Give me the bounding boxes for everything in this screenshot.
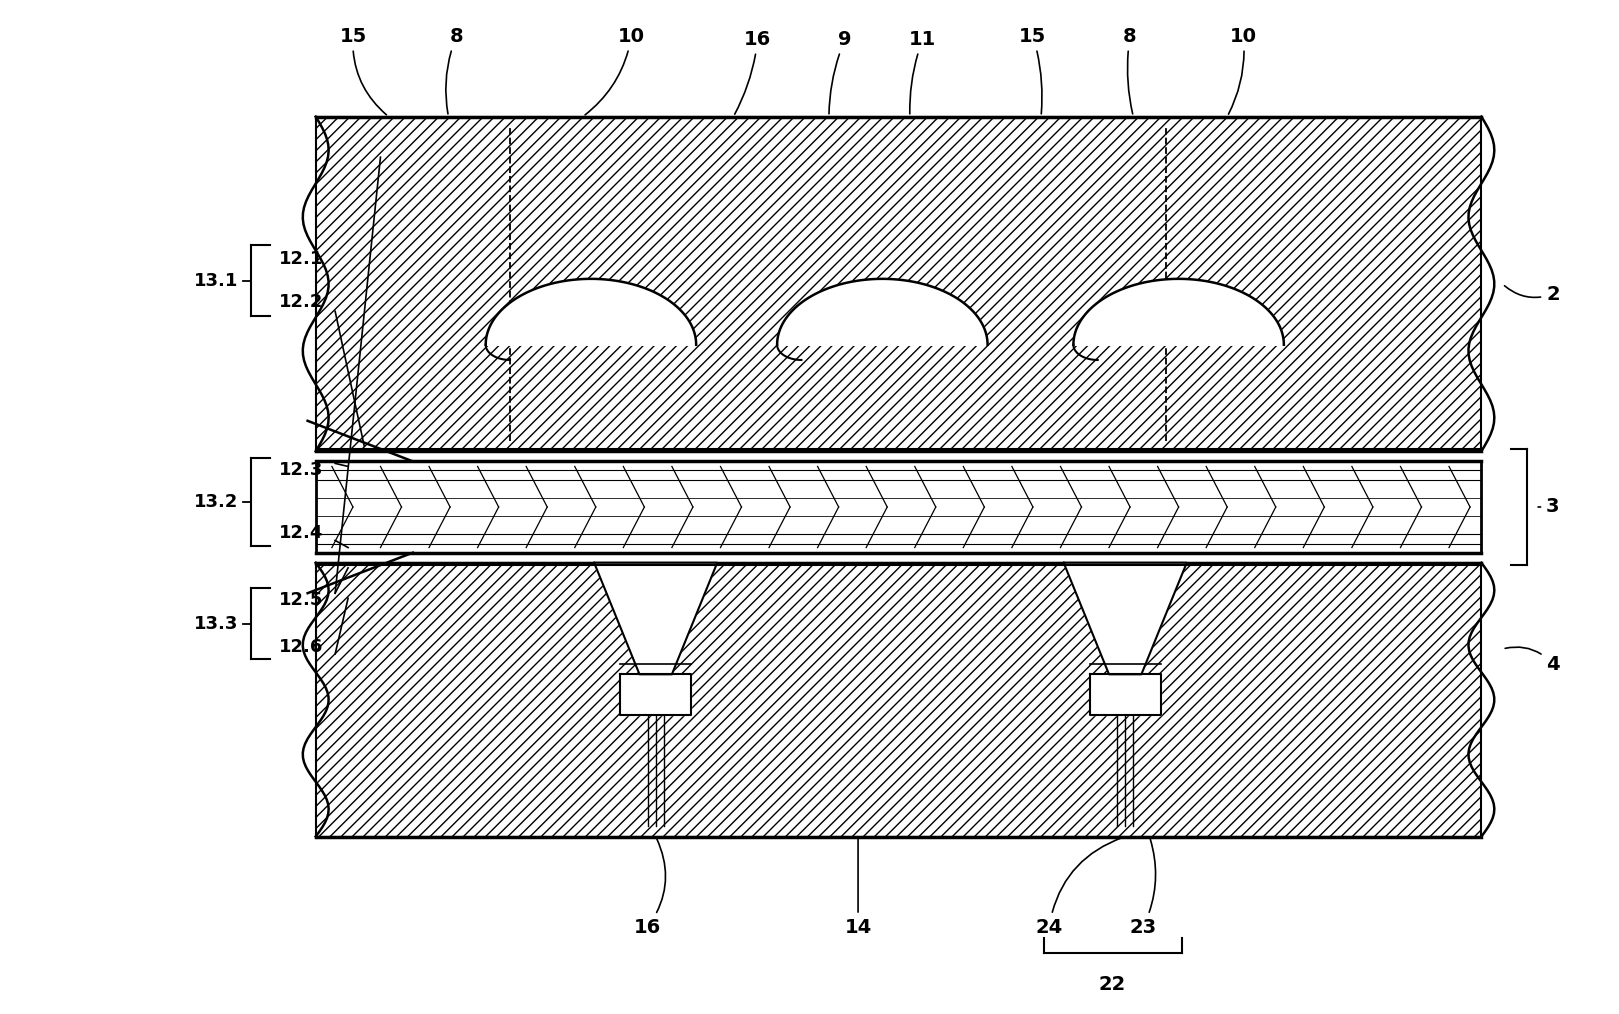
Text: 13.2: 13.2 bbox=[194, 493, 238, 511]
Text: 12.5: 12.5 bbox=[278, 591, 322, 609]
Bar bbox=[316, 117, 1481, 451]
Text: 13.3: 13.3 bbox=[194, 614, 238, 633]
Polygon shape bbox=[1064, 563, 1187, 674]
Text: 12.4: 12.4 bbox=[278, 524, 322, 542]
Text: 23: 23 bbox=[1130, 840, 1156, 937]
Text: 10: 10 bbox=[584, 26, 644, 115]
Text: 22: 22 bbox=[1099, 975, 1125, 995]
Text: 16: 16 bbox=[735, 29, 771, 115]
Text: 10: 10 bbox=[1229, 26, 1256, 115]
Text: 8: 8 bbox=[1124, 26, 1137, 114]
Text: 12.3: 12.3 bbox=[278, 461, 322, 480]
Text: 16: 16 bbox=[635, 839, 665, 937]
Bar bbox=[316, 563, 1481, 837]
Polygon shape bbox=[777, 279, 988, 345]
Text: 3: 3 bbox=[1538, 498, 1559, 516]
Text: 12.2: 12.2 bbox=[278, 293, 322, 311]
Text: 15: 15 bbox=[1020, 26, 1046, 114]
Text: 12.1: 12.1 bbox=[278, 250, 322, 269]
Bar bbox=[316, 461, 1481, 480]
Text: 4: 4 bbox=[1506, 647, 1559, 673]
Bar bbox=[316, 516, 1481, 534]
Bar bbox=[316, 498, 1481, 516]
Text: 11: 11 bbox=[910, 29, 936, 114]
Polygon shape bbox=[620, 674, 691, 715]
Text: 24: 24 bbox=[1036, 838, 1122, 937]
Text: 12.6: 12.6 bbox=[278, 638, 322, 656]
Bar bbox=[316, 534, 1481, 553]
Text: 13.1: 13.1 bbox=[194, 272, 238, 290]
Bar bbox=[316, 480, 1481, 498]
Text: 15: 15 bbox=[340, 26, 387, 115]
Text: 9: 9 bbox=[829, 29, 852, 114]
Text: 8: 8 bbox=[445, 26, 463, 114]
Polygon shape bbox=[486, 279, 696, 345]
Text: 2: 2 bbox=[1504, 285, 1559, 303]
Text: 14: 14 bbox=[845, 840, 871, 937]
Polygon shape bbox=[1073, 279, 1284, 345]
Polygon shape bbox=[594, 563, 717, 674]
Polygon shape bbox=[1090, 674, 1161, 715]
